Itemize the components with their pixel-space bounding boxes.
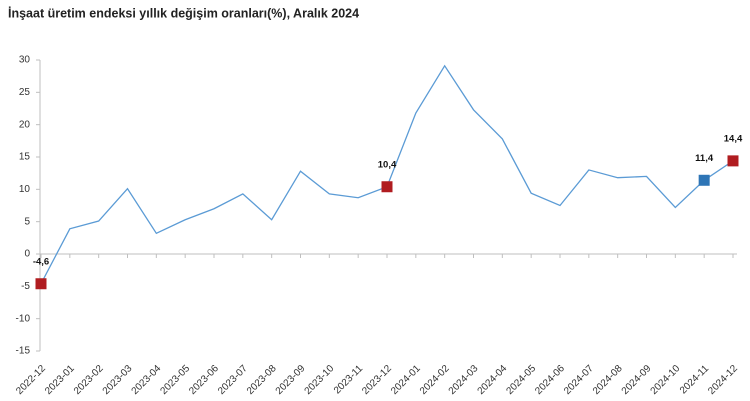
value-label: 10,4	[378, 159, 397, 170]
x-tick-label: 2024-03	[447, 363, 481, 397]
x-tick-label: 2023-01	[43, 363, 77, 397]
y-tick-label: 10	[19, 184, 31, 195]
x-tick-label: 2024-04	[476, 363, 510, 397]
x-tick-label: 2023-02	[72, 363, 106, 397]
point-marker	[727, 155, 739, 167]
value-label: -4,6	[33, 256, 49, 267]
x-tick-label: 2024-07	[562, 363, 596, 397]
y-tick-label: 30	[19, 55, 31, 66]
x-tick-label: 2024-05	[504, 363, 538, 397]
value-label: 11,4	[695, 153, 714, 164]
chart-title: İnşaat üretim endeksi yıllık değişim ora…	[8, 5, 359, 20]
x-tick-label: 2024-06	[533, 363, 567, 397]
x-tick-label: 2023-12	[360, 363, 394, 397]
y-tick-label: 0	[24, 249, 30, 260]
series-line	[40, 64, 734, 285]
x-tick-label: 2024-09	[620, 363, 654, 397]
x-tick-label: 2023-10	[303, 363, 337, 397]
x-tick-label: 2023-09	[274, 363, 308, 397]
x-tick-label: 2023-04	[130, 363, 164, 397]
y-tick-label: 15	[19, 152, 31, 163]
point-marker	[381, 181, 393, 193]
y-tick-label: -5	[21, 281, 30, 292]
x-tick-label: 2023-08	[245, 363, 279, 397]
x-tick-label: 2023-06	[187, 363, 221, 397]
x-tick-label: 2024-10	[649, 363, 683, 397]
x-tick-label: 2023-03	[101, 363, 135, 397]
x-tick-label: 2022-12	[14, 363, 48, 397]
y-tick-label: 20	[19, 119, 31, 130]
x-tick-label: 2024-02	[418, 363, 452, 397]
y-tick-label: 5	[24, 216, 30, 227]
y-tick-label: 25	[19, 87, 31, 98]
x-tick-label: 2023-07	[216, 363, 250, 397]
x-tick-label: 2023-11	[332, 363, 366, 397]
y-tick-label: -10	[16, 313, 31, 324]
x-tick-label: 2024-12	[706, 363, 740, 397]
value-label: 14,4	[724, 133, 743, 144]
point-marker	[698, 174, 710, 186]
x-tick-label: 2024-08	[591, 363, 625, 397]
point-marker	[35, 278, 47, 290]
y-tick-label: -15	[16, 346, 31, 357]
x-tick-label: 2024-01	[389, 363, 423, 397]
x-tick-label: 2024-11	[678, 363, 712, 397]
x-tick-label: 2023-05	[158, 363, 192, 397]
